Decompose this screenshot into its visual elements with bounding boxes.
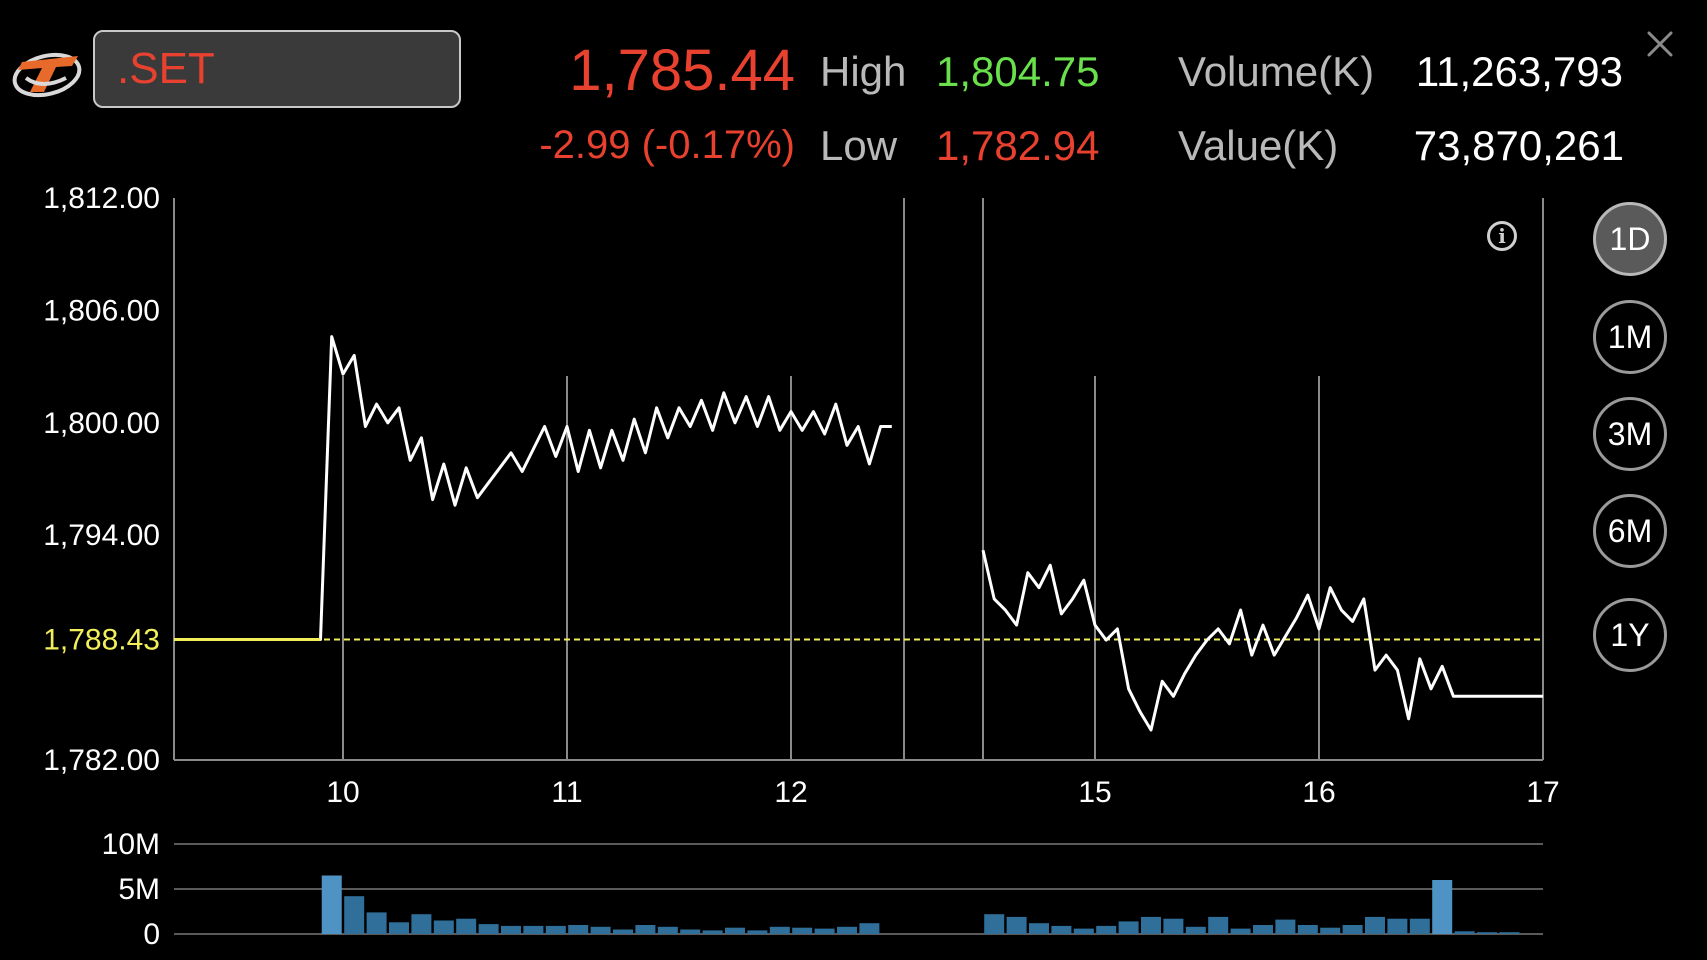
volume-bar [680, 929, 701, 934]
period-button-6m[interactable]: 6M [1593, 494, 1667, 568]
x-tick-label: 17 [1526, 776, 1559, 809]
volume-bar [1118, 921, 1139, 934]
y-tick-label: 1,800.00 [43, 407, 160, 440]
volume-bar [545, 925, 566, 934]
value-value: 73,870,261 [1413, 122, 1624, 169]
volume-bar [1432, 880, 1453, 934]
period-button-1d[interactable]: 1D [1593, 202, 1667, 276]
price-line-segment [981, 549, 1543, 732]
volume-bar [1387, 918, 1408, 934]
volume-bar [568, 925, 589, 934]
volume-bar [1454, 931, 1475, 934]
x-tick-label: 12 [774, 776, 807, 809]
last-price: 1,785.44 [569, 38, 795, 103]
volume-bar [657, 926, 678, 934]
volume-bar [1029, 923, 1049, 934]
volume-bar [411, 914, 432, 934]
period-button-1y[interactable]: 1Y [1593, 598, 1667, 672]
volume-bar [1051, 925, 1072, 934]
volume-bar [1275, 919, 1296, 934]
volume-bar [389, 922, 409, 934]
close-icon[interactable] [1646, 30, 1674, 58]
x-tick-label: 11 [551, 776, 582, 809]
x-tick-label: 10 [326, 776, 359, 809]
volume-bar [1342, 925, 1363, 934]
high-value: 1,804.75 [936, 48, 1100, 95]
period-button-3m[interactable]: 3M [1593, 397, 1667, 471]
volume-bar [1297, 925, 1318, 934]
volume-bar [1477, 932, 1497, 934]
period-button-1m[interactable]: 1M [1593, 300, 1667, 374]
low-value: 1,782.94 [936, 122, 1100, 169]
settrade-logo [12, 52, 82, 98]
symbol-input[interactable]: .SET [93, 30, 461, 108]
y-tick-label: 1,794.00 [43, 519, 160, 552]
volume-bar [433, 920, 454, 934]
volume-tick-label: 5M [118, 873, 160, 906]
volume-bar [859, 923, 880, 934]
volume-bar [1499, 932, 1520, 934]
value-label: Value(K) [1178, 122, 1339, 169]
y-tick-label: 1,782.00 [43, 744, 160, 777]
price-line-segment [174, 335, 892, 641]
volume-tick-label: 10M [102, 828, 160, 861]
volume-bar [344, 896, 365, 934]
volume-bar [1163, 918, 1184, 934]
volume-bar [1096, 925, 1117, 934]
volume-bar [1208, 916, 1229, 934]
y-tick-label: 1,812.00 [43, 182, 160, 215]
volume-bar [837, 926, 857, 934]
volume-bar [1073, 928, 1094, 934]
volume-bar [613, 929, 633, 934]
volume-bar [1320, 927, 1341, 934]
prev-close-label: 1,788.43 [43, 624, 160, 657]
volume-bar [366, 912, 387, 934]
x-tick-label: 16 [1302, 776, 1335, 809]
volume-bar [814, 928, 835, 934]
volume-bar [984, 914, 1005, 934]
info-icon[interactable]: i [1487, 221, 1517, 251]
volume-bar [1253, 925, 1273, 934]
volume-bar [590, 926, 611, 934]
volume-bar [1409, 918, 1430, 934]
volume-tick-label: 0 [143, 918, 160, 951]
volume-bar [747, 930, 768, 934]
low-label: Low [820, 122, 898, 169]
high-label: High [820, 48, 907, 95]
x-tick-label: 15 [1078, 776, 1111, 809]
volume-bar [1185, 926, 1206, 934]
volume-value: 11,263,793 [1415, 48, 1623, 95]
volume-bar [1230, 928, 1251, 934]
volume-bar [635, 925, 656, 934]
volume-bar [321, 875, 342, 934]
price-change: -2.99 (-0.17%) [539, 123, 795, 167]
volume-bar [1141, 916, 1161, 934]
volume-bar [478, 924, 499, 934]
y-tick-label: 1,806.00 [43, 294, 160, 327]
volume-bar [1365, 916, 1385, 934]
volume-bar [792, 927, 813, 934]
volume-bar [523, 925, 544, 934]
volume-bar [1006, 916, 1027, 934]
volume-bar [725, 927, 745, 934]
volume-bar [769, 926, 790, 934]
volume-bar [702, 930, 723, 934]
volume-bar [501, 925, 521, 934]
volume-label: Volume(K) [1178, 48, 1375, 95]
volume-bar [456, 918, 477, 934]
